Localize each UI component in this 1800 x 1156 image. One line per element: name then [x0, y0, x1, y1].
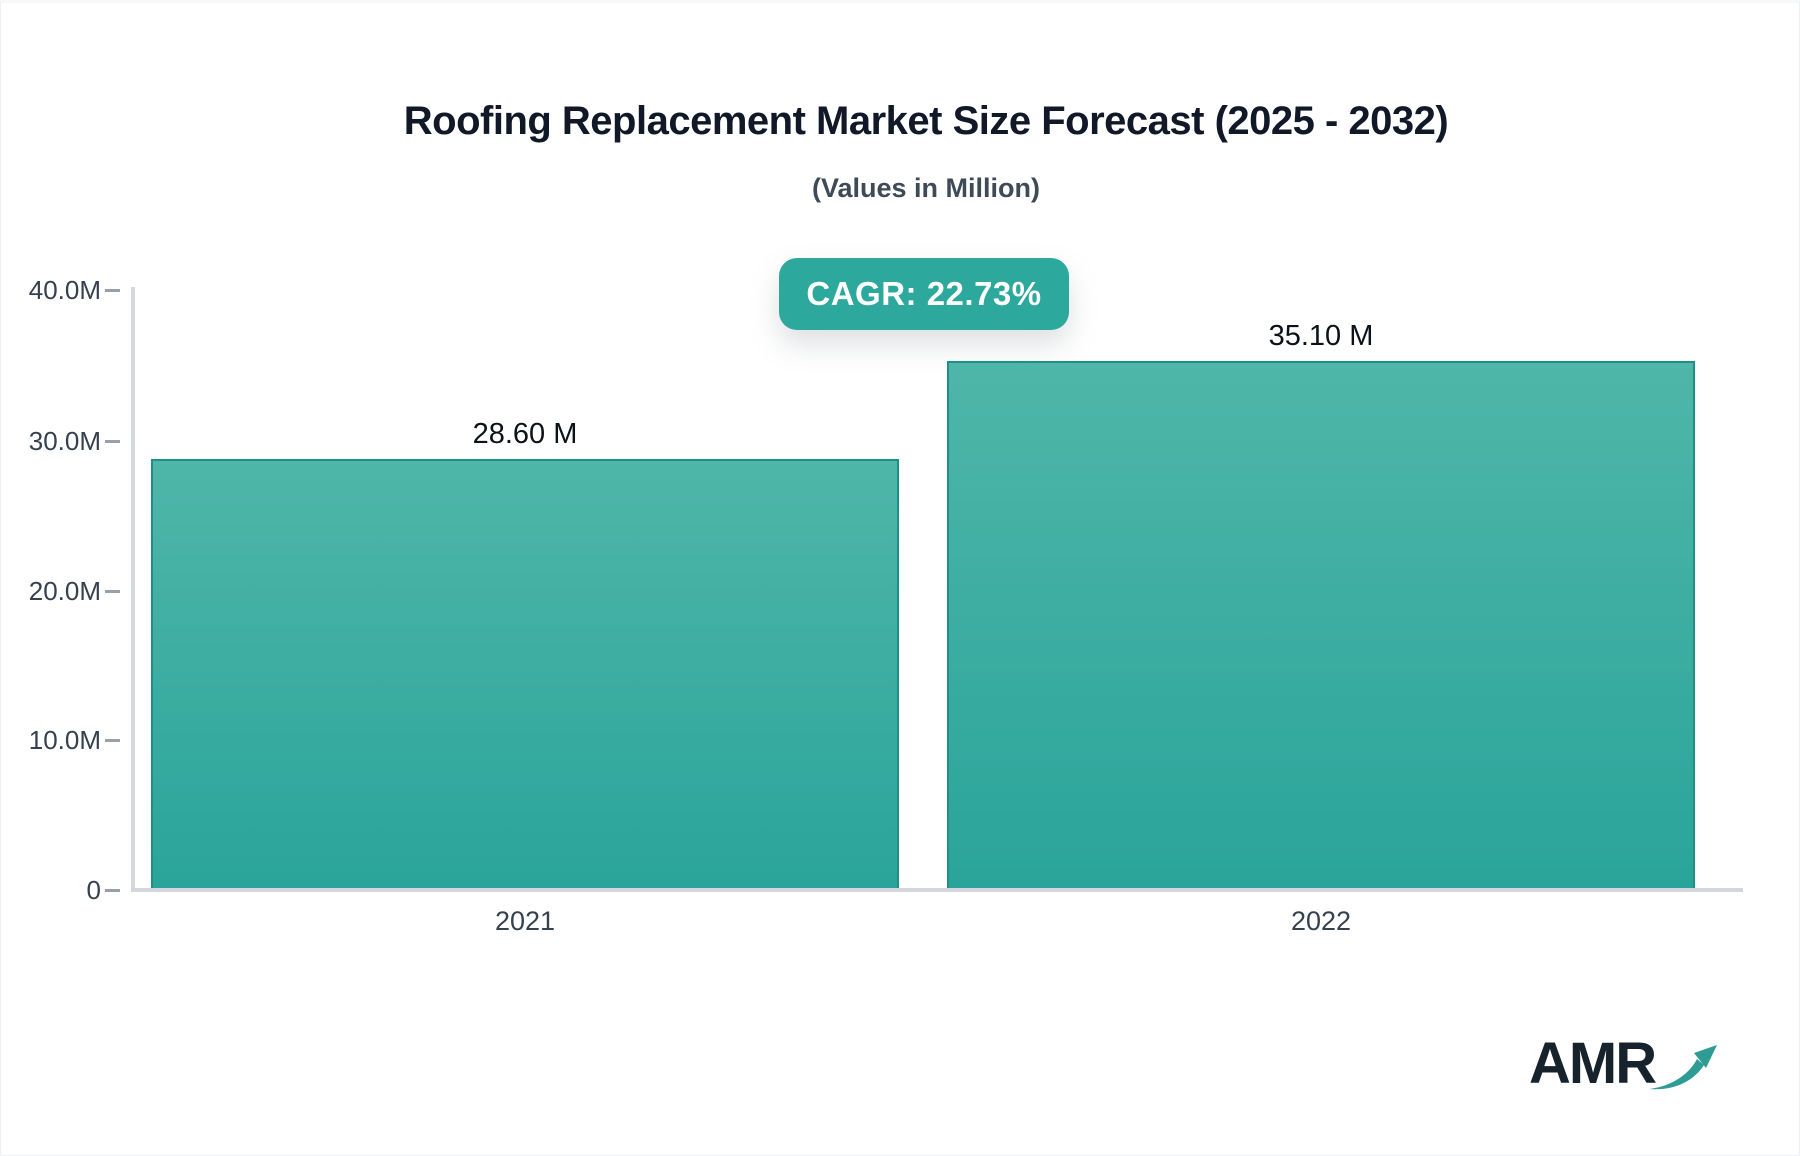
amr-logo: AMR: [1529, 1035, 1721, 1104]
y-axis-line: [131, 287, 135, 890]
y-tick-mark: [105, 289, 120, 292]
bar-2021: [151, 459, 899, 888]
y-tick-label-30m: 30.0M: [28, 426, 101, 456]
bar-2022: [947, 361, 1695, 888]
cagr-badge: CAGR: 22.73%: [779, 258, 1069, 330]
y-tick-mark: [105, 889, 120, 892]
chart-title: Roofing Replacement Market Size Forecast…: [403, 99, 1449, 143]
y-tick-label-40m: 40.0M: [28, 275, 101, 305]
y-tick-mark: [105, 440, 120, 443]
x-tick-label-2021: 2021: [494, 906, 556, 936]
bar-value-label-2021: 28.60 M: [472, 418, 578, 450]
y-tick-label-10m: 10.0M: [28, 725, 101, 755]
y-tick-mark: [105, 590, 120, 593]
y-tick-mark: [105, 739, 120, 742]
growth-arrow-icon: [1647, 1037, 1721, 1104]
bar-value-label-2022: 35.10 M: [1268, 320, 1374, 352]
cagr-badge-label: CAGR: 22.73%: [806, 275, 1042, 312]
amr-logo-text: AMR: [1529, 1031, 1657, 1096]
y-tick-label-0: 0: [86, 875, 101, 905]
chart-subtitle: (Values in Million): [811, 173, 1041, 203]
x-axis-line: [131, 888, 1743, 892]
x-tick-label-2022: 2022: [1290, 906, 1352, 936]
y-tick-label-20m: 20.0M: [28, 576, 101, 606]
